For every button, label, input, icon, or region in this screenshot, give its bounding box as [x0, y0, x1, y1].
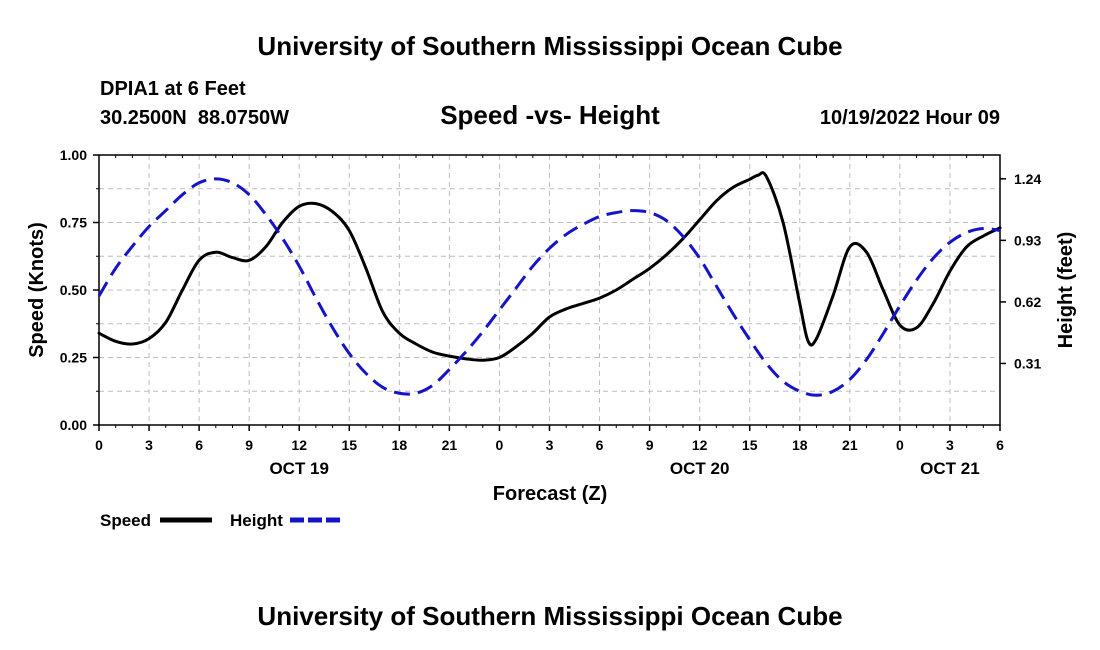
height-series-line — [97, 177, 1001, 397]
x-tick-label: 15 — [341, 437, 357, 453]
x-tick-label: 3 — [946, 437, 954, 453]
x-tick-label: 0 — [896, 437, 904, 453]
x-tick-label: 9 — [245, 437, 253, 453]
x-tick-label: 3 — [546, 437, 554, 453]
x-tick-label: 21 — [442, 437, 458, 453]
x-tick-label: 18 — [792, 437, 808, 453]
legend: Speed Height — [100, 511, 342, 530]
date-label: OCT 19 — [269, 459, 329, 478]
speed-series-line — [97, 171, 1002, 362]
station-label: DPIA1 at 6 Feet — [100, 78, 246, 100]
series-layer — [97, 171, 1002, 397]
y-left-tick-label: 0.50 — [60, 282, 87, 298]
x-tick-label: 0 — [95, 437, 103, 453]
date-label: OCT 21 — [920, 459, 980, 478]
x-tick-label: 21 — [842, 437, 858, 453]
footer-title: University of Southern Mississippi Ocean… — [257, 601, 842, 631]
x-tick-label: 9 — [646, 437, 654, 453]
x-tick-label: 6 — [195, 437, 203, 453]
bottom-axis: 0 3 6 9 12 15 18 21 0 3 6 9 12 15 18 21 0 3 6 — [95, 155, 1004, 453]
chart-subtitle: Speed -vs- Height — [440, 100, 660, 130]
x-tick-label: 6 — [996, 437, 1004, 453]
y-right-tick-label: 0.93 — [1014, 232, 1041, 248]
left-axis: 0.00 0.25 0.50 0.75 1.00 — [60, 147, 99, 433]
y-left-tick-label: 0.00 — [60, 417, 87, 433]
y-right-tick-label: 1.24 — [1014, 171, 1041, 187]
y-axis-left-label: Speed (Knots) — [26, 222, 48, 358]
date-labels: OCT 19 OCT 20 OCT 21 — [269, 459, 979, 478]
y-right-tick-label: 0.31 — [1014, 355, 1041, 371]
legend-height-label: Height — [230, 511, 283, 530]
x-tick-label: 15 — [742, 437, 758, 453]
x-axis-label: Forecast (Z) — [493, 483, 607, 505]
y-left-tick-label: 0.75 — [60, 215, 87, 231]
coordinates-label: 30.2500N 88.0750W — [100, 107, 289, 129]
y-right-tick-label: 0.62 — [1014, 294, 1041, 310]
page-title: University of Southern Mississippi Ocean… — [257, 31, 842, 61]
right-axis: 0.31 0.62 0.93 1.24 — [1000, 171, 1041, 371]
date-label: OCT 20 — [670, 459, 730, 478]
x-tick-label: 12 — [692, 437, 708, 453]
legend-speed-label: Speed — [100, 511, 151, 530]
x-tick-label: 12 — [291, 437, 307, 453]
y-left-tick-label: 1.00 — [60, 147, 87, 163]
x-tick-label: 3 — [145, 437, 153, 453]
forecast-datetime: 10/19/2022 Hour 09 — [820, 107, 1000, 129]
x-tick-label: 0 — [496, 437, 504, 453]
x-tick-label: 6 — [596, 437, 604, 453]
grid-lines — [99, 155, 1000, 425]
y-axis-right-label: Height (feet) — [1055, 232, 1077, 349]
x-tick-label: 18 — [392, 437, 408, 453]
y-left-tick-label: 0.25 — [60, 350, 87, 366]
